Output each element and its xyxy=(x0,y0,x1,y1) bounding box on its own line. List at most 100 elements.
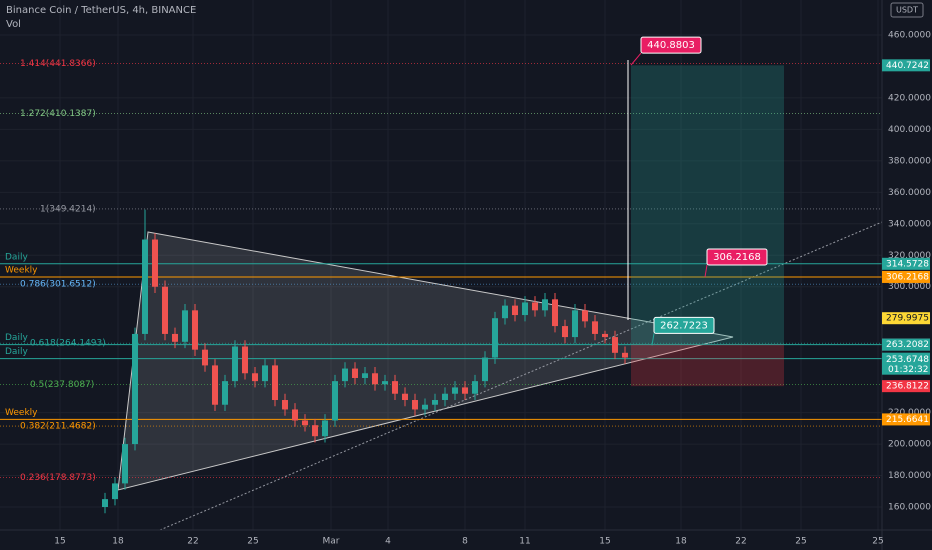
candle-body xyxy=(532,302,538,311)
time-label: 22 xyxy=(187,537,198,547)
candle-body xyxy=(382,381,388,385)
price-tag-label: 279.9975 xyxy=(886,314,929,324)
candle-body xyxy=(252,373,258,382)
level-label: Daily xyxy=(5,252,28,262)
level-label: 0.5(237.8087) xyxy=(30,380,94,390)
time-label: 8 xyxy=(462,537,468,547)
stop-zone xyxy=(631,344,784,387)
callout-box xyxy=(653,316,715,334)
price-tag xyxy=(882,380,930,393)
time-label: Mar xyxy=(323,537,340,547)
price-tag-label: 215.6641 xyxy=(886,415,929,425)
candle-body xyxy=(292,409,298,421)
target-zone xyxy=(631,65,784,345)
callout-pointer xyxy=(704,264,708,278)
candle-body xyxy=(182,310,188,342)
time-label: 15 xyxy=(599,537,610,547)
candle-body xyxy=(392,381,398,394)
price-label: 180.0000 xyxy=(888,471,931,481)
candle-body xyxy=(522,302,528,316)
candle-body xyxy=(422,404,428,410)
candle-body xyxy=(402,393,408,401)
candle-body xyxy=(222,381,228,405)
candle-body xyxy=(542,299,548,311)
candle-body xyxy=(172,333,178,342)
trend-line xyxy=(159,221,883,531)
level-label: Daily xyxy=(5,347,28,357)
level-label: Daily xyxy=(5,333,28,343)
price-label: 300.0000 xyxy=(888,282,931,292)
callout-pointer xyxy=(651,333,655,346)
candle-body xyxy=(142,239,148,334)
candle-body xyxy=(572,310,578,338)
candle-body xyxy=(372,373,378,385)
candle-body xyxy=(592,321,598,334)
level-label: 0.382(211.4682) xyxy=(20,422,96,432)
indicator: Vol xyxy=(6,19,21,30)
countdown: 01:32:32 xyxy=(888,365,928,375)
candle-body xyxy=(452,387,458,394)
candle-body xyxy=(312,425,318,437)
candle-body xyxy=(272,365,278,401)
price-tag xyxy=(882,312,930,325)
price-tag xyxy=(882,59,930,72)
candle-body xyxy=(432,400,438,405)
price-label: 380.0000 xyxy=(888,156,931,166)
candle-body xyxy=(362,373,368,378)
candle-body xyxy=(242,346,248,374)
candle-body xyxy=(202,349,208,366)
time-label: 25 xyxy=(872,537,883,547)
candle-body xyxy=(132,333,138,445)
level-label: 0.786(301.6512) xyxy=(20,280,96,290)
currency-box[interactable] xyxy=(890,2,924,18)
price-label: 200.0000 xyxy=(888,440,931,450)
candle-body xyxy=(112,483,118,500)
price-label: 400.0000 xyxy=(888,125,931,135)
time-label: 22 xyxy=(735,537,746,547)
price-tag-label: 306.2168 xyxy=(886,272,929,282)
candle-body xyxy=(552,299,558,327)
candle-body xyxy=(342,368,348,382)
candle-body xyxy=(102,499,108,507)
candle-body xyxy=(602,333,608,338)
price-tag xyxy=(882,270,930,283)
candle-body xyxy=(332,381,338,421)
price-tag-label: 263.2082 xyxy=(886,340,929,350)
price-tag-label: 236.8122 xyxy=(886,382,929,392)
callout-label: 262.7223 xyxy=(660,320,708,331)
time-label: 15 xyxy=(54,537,65,547)
price-tag-label: 440.7242 xyxy=(886,61,929,71)
candle-body xyxy=(512,305,518,316)
callout-box xyxy=(706,248,768,266)
price-label: 220.0000 xyxy=(888,408,931,418)
price-tag-label: 314.5728 xyxy=(886,259,929,269)
candle-body xyxy=(192,310,198,350)
callout-label: 306.2168 xyxy=(713,252,761,263)
candle-body xyxy=(212,365,218,405)
price-tag xyxy=(882,338,930,351)
level-label: 1.272(410.1387) xyxy=(20,109,96,119)
level-label: 0.236(178.8773) xyxy=(20,473,96,483)
candle-body xyxy=(622,352,628,358)
candle-body xyxy=(412,400,418,410)
candle-body xyxy=(562,326,568,338)
time-label: 25 xyxy=(247,537,258,547)
candle-body xyxy=(442,393,448,401)
callout-pointer xyxy=(630,52,642,66)
candle-body xyxy=(152,239,158,287)
time-label: 11 xyxy=(519,537,530,547)
candle-body xyxy=(262,365,268,382)
candle-body xyxy=(302,420,308,426)
currency[interactable]: USDT xyxy=(896,6,918,15)
price-tag xyxy=(882,257,930,270)
candle-body xyxy=(232,346,238,382)
level-label: 0.618(264.1493) xyxy=(30,339,106,349)
symbol: Binance Coin / TetherUS, 4h, BINANCE xyxy=(6,5,196,16)
price-label: 360.0000 xyxy=(888,188,931,198)
candle-body xyxy=(122,444,128,484)
callout-box xyxy=(640,36,702,54)
candle-body xyxy=(162,286,168,334)
price-tag-label: 253.6748 xyxy=(886,355,929,365)
level-label: Weekly xyxy=(5,408,38,418)
